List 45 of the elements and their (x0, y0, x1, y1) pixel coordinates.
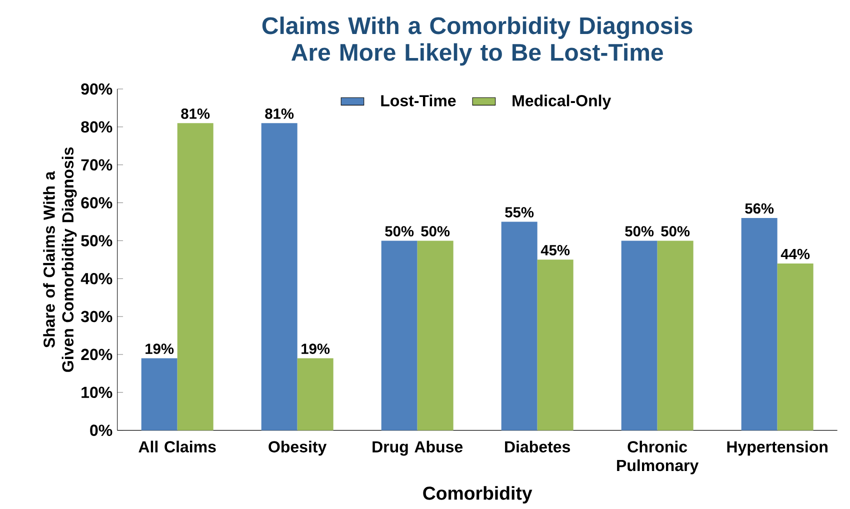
y-tick-label: 50% (81, 235, 112, 246)
x-tick-label: Obesity (268, 440, 327, 456)
data-label: 81% (265, 108, 294, 119)
data-label: 56% (745, 203, 774, 214)
y-tick-label: 60% (81, 197, 112, 208)
data-label: 50% (625, 226, 654, 236)
bar (177, 123, 214, 430)
chart-title: Claims With a Comorbidity Diagnosis Are More Likely to Be Lost-Time (262, 16, 692, 66)
y-tick-label: 20% (81, 348, 112, 360)
x-tick-label: All Claims (138, 440, 216, 452)
x-tick-label: Hypertension (727, 440, 828, 456)
y-tick-label: 70% (81, 159, 112, 170)
bar (621, 240, 658, 430)
bar (657, 240, 694, 430)
bar (141, 358, 178, 430)
data-label: 50% (385, 226, 414, 236)
data-label: 50% (421, 226, 450, 236)
y-tick-label: 0% (90, 424, 112, 436)
legend-label: Lost-Time (381, 94, 456, 106)
data-label: 55% (505, 207, 534, 218)
data-label: 81% (181, 108, 210, 119)
bar (777, 263, 814, 430)
x-tick-label: Diabetes (505, 440, 570, 452)
bar (297, 358, 334, 430)
y-tick-label: 90% (81, 83, 112, 95)
data-label: 19% (302, 344, 330, 354)
y-tick-label: 40% (80, 272, 112, 284)
legend-label: Medical-Only (512, 94, 612, 110)
data-label: 19% (146, 344, 174, 354)
data-label: 45% (540, 245, 570, 256)
y-tick-label: 10% (82, 386, 112, 398)
y-axis-title: Share of Claims With a Given Comorbidity Diagnosis (43, 147, 77, 372)
bar (741, 218, 778, 430)
x-tick-label: Chronic Pulmonary (617, 440, 699, 474)
bar (537, 260, 574, 430)
x-axis-title: Comorbidity (423, 486, 532, 504)
y-tick-label: 30% (80, 310, 112, 322)
x-tick-label: Drug Abuse (372, 440, 463, 456)
bar (417, 240, 454, 430)
data-label: 50% (661, 226, 690, 236)
bar (381, 240, 418, 430)
data-label: 44% (780, 248, 810, 260)
bar (501, 222, 538, 430)
y-tick-label: 80% (81, 121, 112, 133)
bar (261, 123, 298, 430)
